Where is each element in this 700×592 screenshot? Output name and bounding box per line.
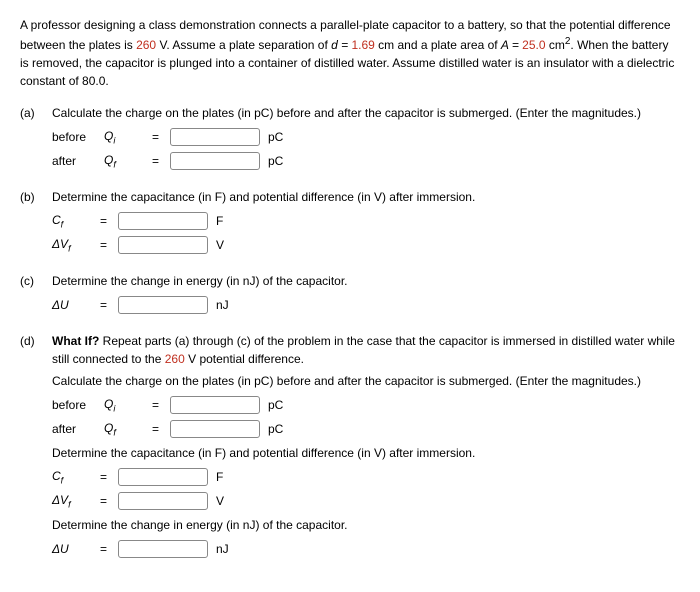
row-symbol: Qf: [104, 151, 144, 172]
row-symbol-sub: f: [68, 243, 71, 253]
part-c-label: (c): [20, 272, 42, 290]
stmt-voltage: 260: [136, 38, 156, 52]
part-d-sec1: Calculate the charge on the plates (in p…: [52, 372, 680, 390]
problem-statement: A professor designing a class demonstrat…: [20, 16, 680, 90]
row-unit: pC: [268, 420, 292, 438]
row-symbol-sub: i: [113, 135, 115, 145]
stmt-a-val: 25.0: [522, 38, 545, 52]
answer-input[interactable]: [170, 128, 260, 146]
input-row: ΔU = nJ: [52, 538, 680, 560]
input-row: after Qf = pC: [52, 418, 680, 440]
part-d-lead-bold: What If?: [52, 334, 99, 348]
part-d-lead-after: V potential difference.: [185, 352, 304, 366]
row-symbol-sub: f: [61, 219, 64, 229]
part-d-rows2: Cf = F ΔVf = V: [20, 466, 680, 512]
input-row: ΔVf = V: [52, 490, 680, 512]
part-b: (b) Determine the capacitance (in F) and…: [20, 188, 680, 256]
row-symbol: Cf: [52, 467, 92, 488]
input-row: ΔU = nJ: [52, 294, 680, 316]
answer-input[interactable]: [118, 468, 208, 486]
input-row: Cf = F: [52, 210, 680, 232]
equals-sign: =: [152, 420, 162, 438]
answer-input[interactable]: [170, 420, 260, 438]
part-d-label: (d): [20, 332, 42, 368]
row-symbol: Cf: [52, 211, 92, 232]
equals-sign: =: [100, 468, 110, 486]
row-symbol: Qf: [104, 419, 144, 440]
row-symbol: Qi: [104, 395, 144, 416]
part-a-text: Calculate the charge on the plates (in p…: [52, 104, 680, 122]
input-row: Cf = F: [52, 466, 680, 488]
row-symbol-sub: f: [113, 427, 116, 437]
answer-input[interactable]: [118, 212, 208, 230]
part-b-text: Determine the capacitance (in F) and pot…: [52, 188, 680, 206]
row-symbol-sub: f: [68, 499, 71, 509]
row-unit: nJ: [216, 296, 240, 314]
stmt-d-val: 1.69: [351, 38, 374, 52]
equals-sign: =: [100, 236, 110, 254]
answer-input[interactable]: [170, 396, 260, 414]
row-unit: pC: [268, 152, 292, 170]
part-a: (a) Calculate the charge on the plates (…: [20, 104, 680, 172]
row-sublabel: before: [52, 128, 96, 146]
row-symbol: ΔU: [52, 296, 92, 314]
equals-sign: =: [100, 296, 110, 314]
answer-input[interactable]: [118, 296, 208, 314]
row-symbol: ΔU: [52, 540, 92, 558]
part-a-label: (a): [20, 104, 42, 122]
row-sublabel: after: [52, 420, 96, 438]
row-unit: V: [216, 236, 240, 254]
row-sublabel: after: [52, 152, 96, 170]
row-unit: pC: [268, 396, 292, 414]
part-d-lead-rest: Repeat parts (a) through (c) of the prob…: [52, 334, 675, 366]
part-d-lead: What If? Repeat parts (a) through (c) of…: [52, 332, 680, 368]
stmt-a-eq: A =: [501, 38, 522, 52]
part-d: (d) What If? Repeat parts (a) through (c…: [20, 332, 680, 560]
equals-sign: =: [100, 540, 110, 558]
equals-sign: =: [100, 212, 110, 230]
answer-input[interactable]: [118, 236, 208, 254]
equals-sign: =: [100, 492, 110, 510]
stmt-d-eq: d =: [331, 38, 351, 52]
row-unit: V: [216, 492, 240, 510]
row-symbol-sub: i: [113, 403, 115, 413]
input-row: ΔVf = V: [52, 234, 680, 256]
row-symbol-sub: f: [113, 159, 116, 169]
row-symbol: Qi: [104, 127, 144, 148]
part-d-sec3: Determine the change in energy (in nJ) o…: [52, 516, 680, 534]
part-d-lead-val: 260: [165, 352, 185, 366]
part-a-rows: before Qi = pC after Qf = pC: [20, 126, 680, 172]
row-unit: pC: [268, 128, 292, 146]
row-symbol: ΔVf: [52, 235, 92, 256]
part-c-text: Determine the change in energy (in nJ) o…: [52, 272, 680, 290]
input-row: before Qi = pC: [52, 126, 680, 148]
input-row: after Qf = pC: [52, 150, 680, 172]
answer-input[interactable]: [170, 152, 260, 170]
answer-input[interactable]: [118, 540, 208, 558]
row-sublabel: before: [52, 396, 96, 414]
row-unit: F: [216, 468, 240, 486]
row-symbol: ΔVf: [52, 491, 92, 512]
part-b-rows: Cf = F ΔVf = V: [20, 210, 680, 256]
part-d-sec2: Determine the capacitance (in F) and pot…: [52, 444, 680, 462]
part-b-label: (b): [20, 188, 42, 206]
stmt-mid2: cm and a plate area of: [375, 38, 501, 52]
stmt-mid1: V. Assume a plate separation of: [156, 38, 331, 52]
part-d-rows1: before Qi = pC after Qf = pC: [20, 394, 680, 440]
answer-input[interactable]: [118, 492, 208, 510]
part-d-rows3: ΔU = nJ: [20, 538, 680, 560]
equals-sign: =: [152, 396, 162, 414]
input-row: before Qi = pC: [52, 394, 680, 416]
equals-sign: =: [152, 128, 162, 146]
part-c: (c) Determine the change in energy (in n…: [20, 272, 680, 316]
row-unit: F: [216, 212, 240, 230]
stmt-a-unit-pre: cm: [546, 38, 565, 52]
part-c-rows: ΔU = nJ: [20, 294, 680, 316]
equals-sign: =: [152, 152, 162, 170]
row-unit: nJ: [216, 540, 240, 558]
row-symbol-sub: f: [61, 475, 64, 485]
